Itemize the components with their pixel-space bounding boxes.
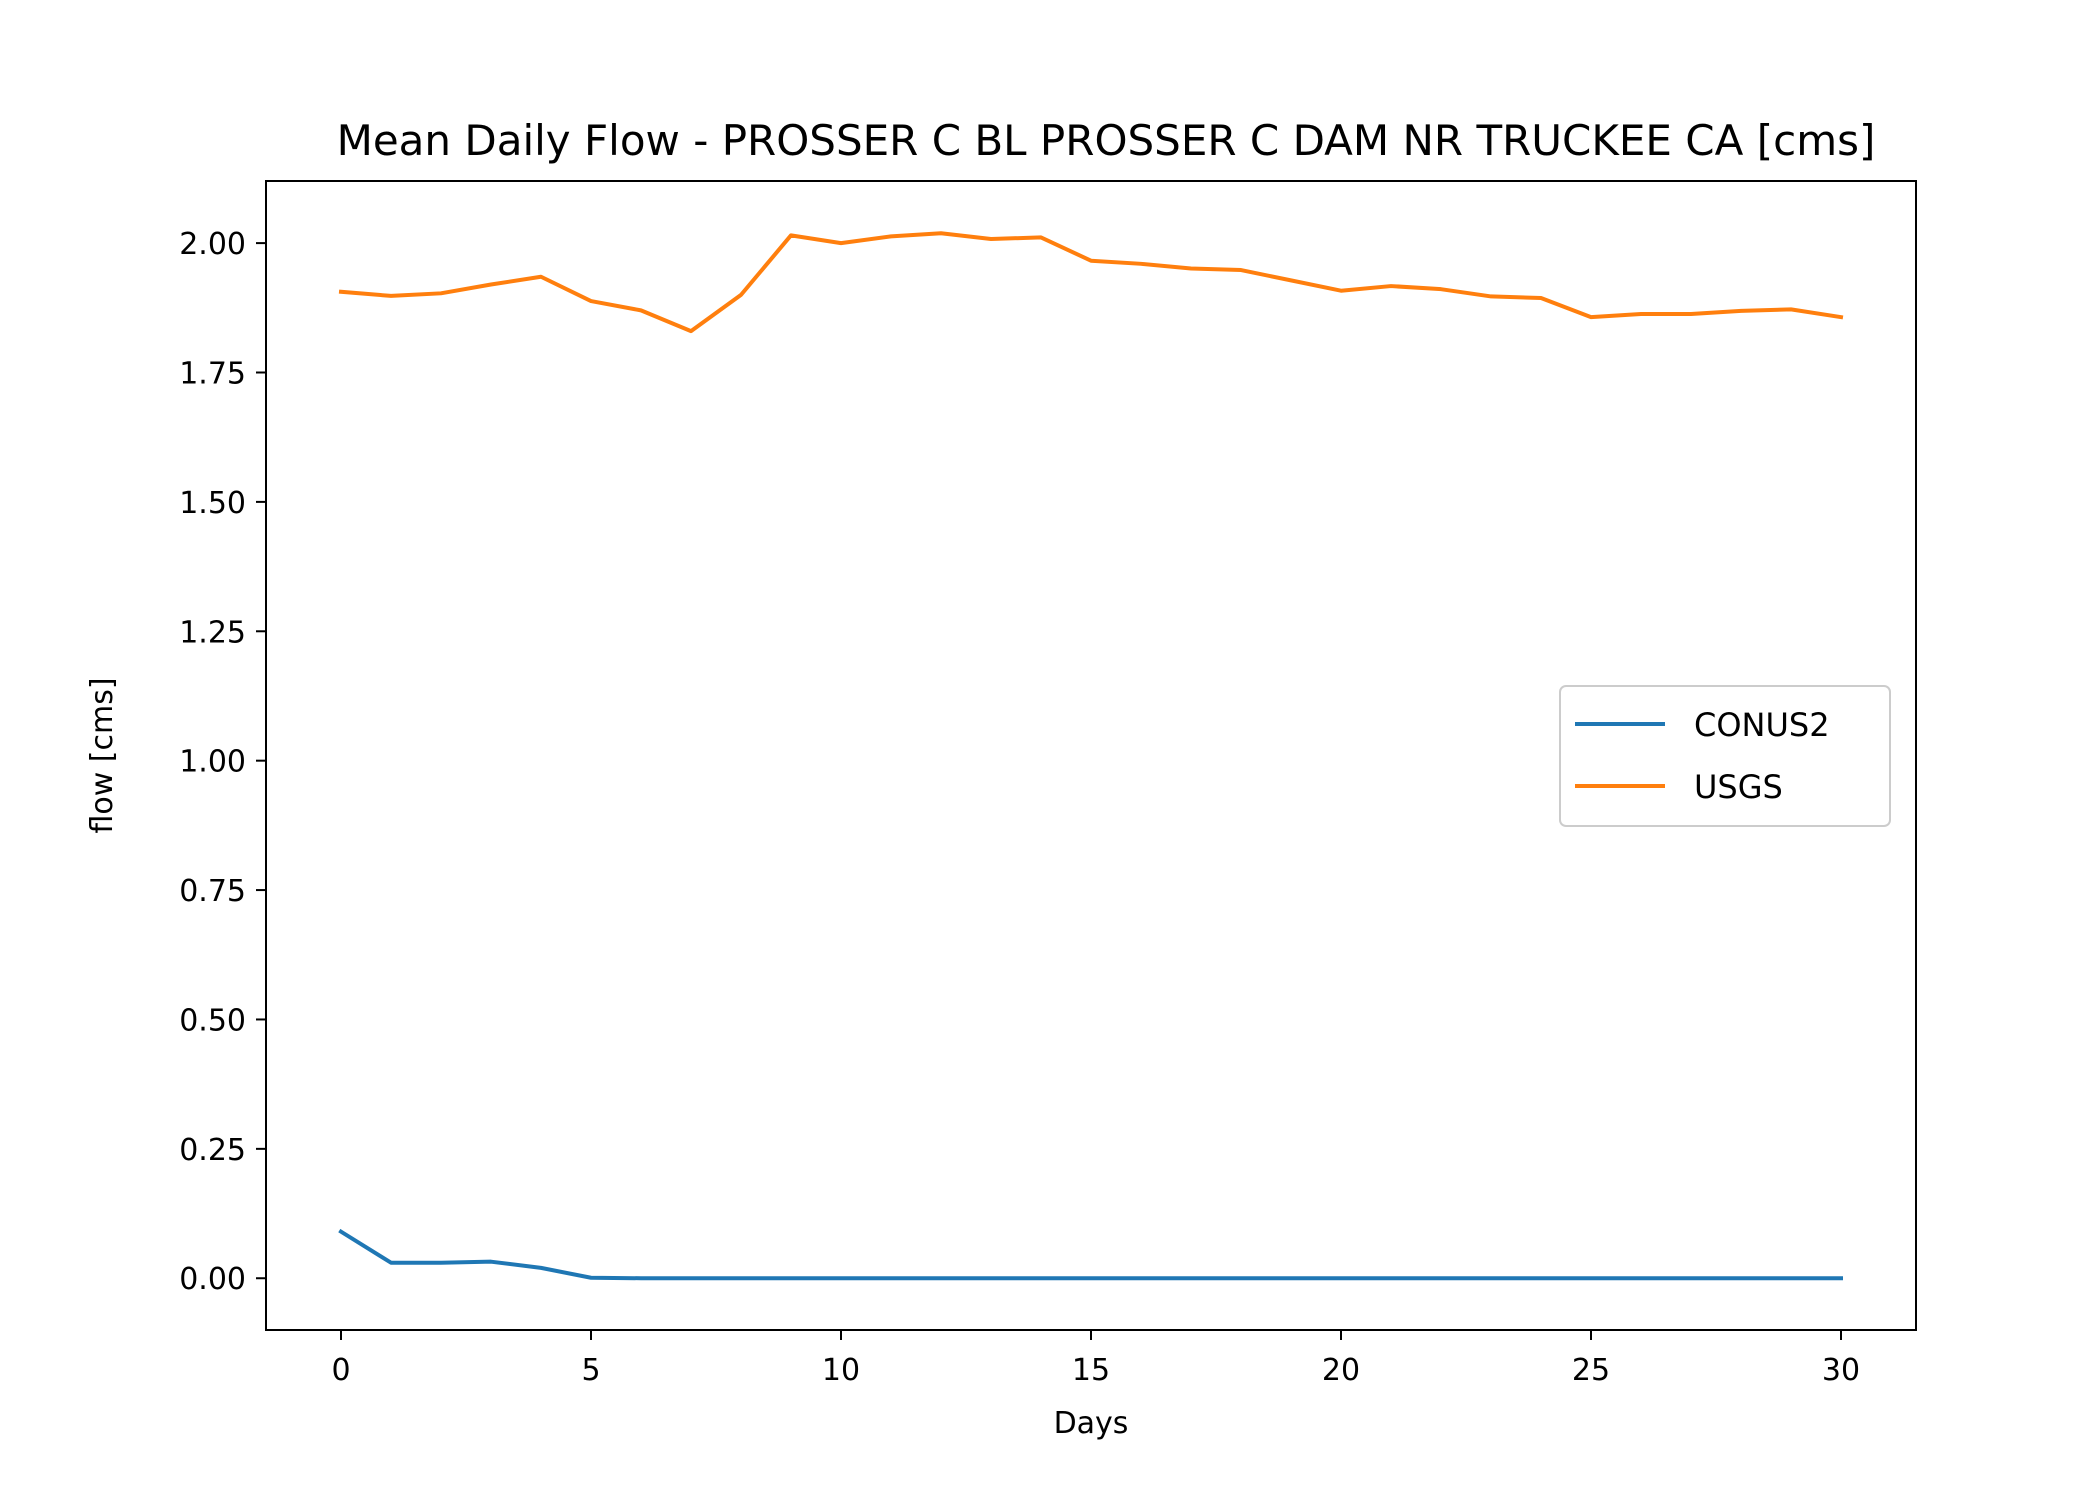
y-tick-label: 1.25 [179, 615, 246, 650]
x-tick-label: 5 [581, 1353, 600, 1388]
y-tick-label: 0.25 [179, 1133, 246, 1168]
x-axis-label: Days [1054, 1406, 1129, 1441]
y-tick-label: 0.00 [179, 1262, 246, 1297]
y-tick-label: 0.75 [179, 874, 246, 909]
x-tick-label: 25 [1572, 1353, 1610, 1388]
legend: CONUS2 USGS [1559, 685, 1891, 827]
chart-title: Mean Daily Flow - PROSSER C BL PROSSER C… [337, 116, 1876, 165]
y-tick-label: 0.50 [179, 1003, 246, 1038]
y-axis-label: flow [cms] [85, 677, 120, 833]
plot-frame [265, 180, 1917, 1331]
y-tick-label: 2.00 [179, 227, 246, 262]
legend-label-conus2: CONUS2 [1694, 706, 1830, 744]
y-tick-label: 1.75 [179, 357, 246, 392]
y-tick-label: 1.00 [179, 745, 246, 780]
y-tick-label: 1.50 [179, 486, 246, 521]
series-line-conus2 [338, 1228, 1843, 1281]
x-tick-label: 0 [331, 1353, 350, 1388]
series-line-usgs [338, 231, 1844, 334]
legend-box [1559, 685, 1891, 827]
legend-label-usgs: USGS [1694, 768, 1783, 806]
series-layer [338, 231, 1844, 1281]
y-axis: 0.00 0.25 0.50 0.75 1.00 1.25 1.50 1.75 2.00 [179, 227, 266, 1297]
x-tick-label: 20 [1322, 1353, 1360, 1388]
x-tick-label: 10 [822, 1353, 860, 1388]
x-axis: 0 5 10 15 20 25 30 [331, 1330, 1860, 1388]
x-tick-label: 30 [1822, 1353, 1860, 1388]
x-tick-label: 15 [1072, 1353, 1110, 1388]
